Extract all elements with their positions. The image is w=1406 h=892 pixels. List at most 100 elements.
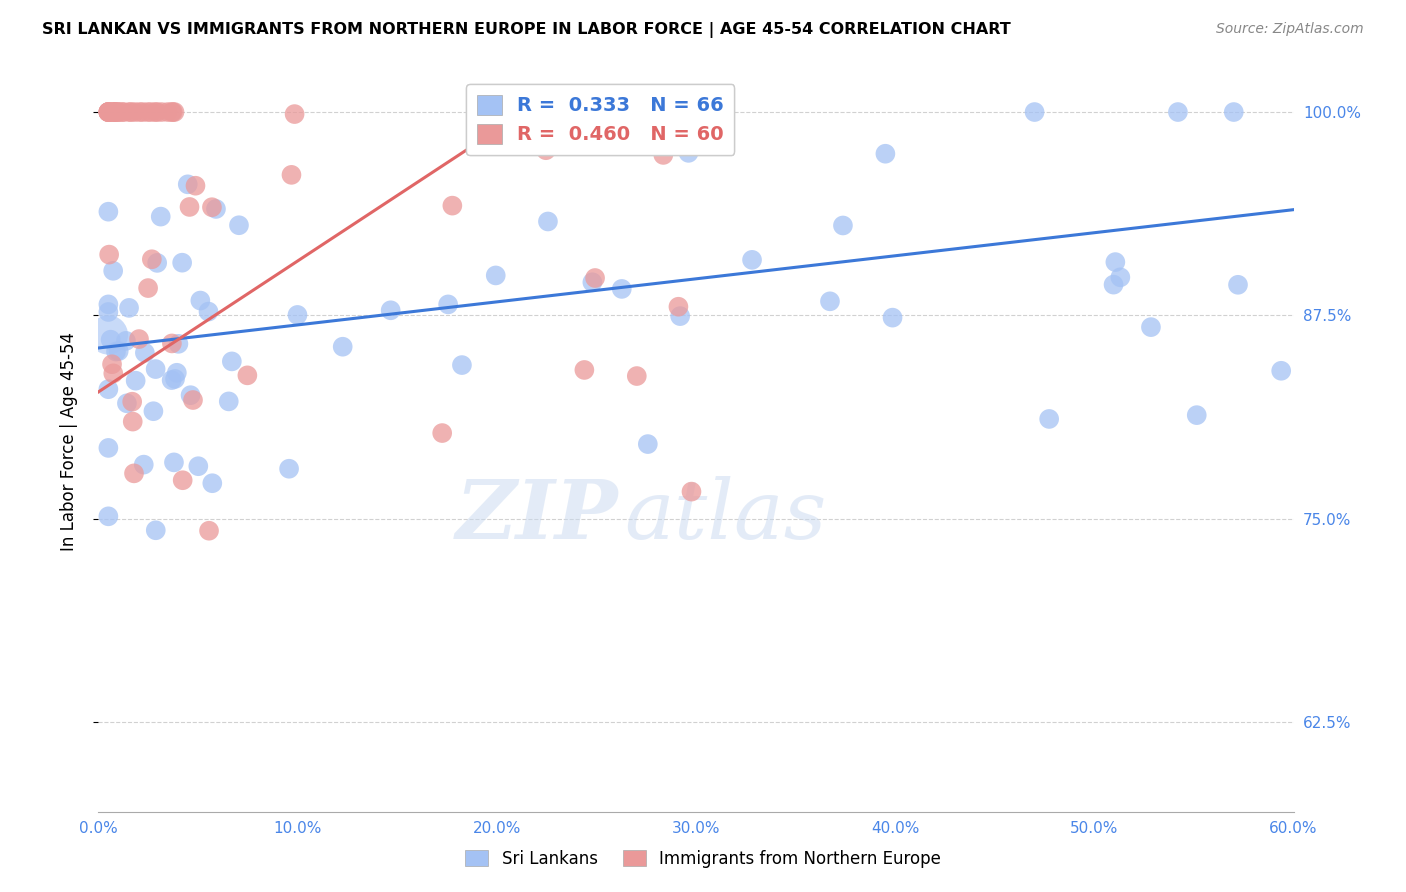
Point <box>181 392 204 407</box>
Point <box>160 373 183 387</box>
Point <box>1109 270 1132 285</box>
Point <box>441 199 464 213</box>
Point <box>280 168 302 182</box>
Point <box>167 336 190 351</box>
Point <box>139 105 162 120</box>
Point <box>1270 364 1292 378</box>
Point <box>97 382 120 396</box>
Point <box>218 394 240 409</box>
Point <box>832 219 855 233</box>
Point <box>97 105 120 120</box>
Point <box>105 105 128 120</box>
Point <box>160 336 183 351</box>
Legend: Sri Lankans, Immigrants from Northern Europe: Sri Lankans, Immigrants from Northern Eu… <box>458 844 948 875</box>
Point <box>145 523 167 537</box>
Point <box>534 143 557 157</box>
Point <box>122 467 145 481</box>
Point <box>101 357 124 371</box>
Point <box>432 425 454 440</box>
Point <box>188 293 211 308</box>
Point <box>97 204 120 219</box>
Point <box>150 105 173 120</box>
Point <box>198 524 221 538</box>
Point <box>1227 277 1250 292</box>
Text: ZIP: ZIP <box>456 475 619 556</box>
Point <box>121 415 143 429</box>
Point <box>111 105 134 120</box>
Point <box>162 105 184 120</box>
Point <box>544 105 567 120</box>
Point <box>537 214 560 228</box>
Point <box>1102 277 1125 292</box>
Point <box>97 105 120 120</box>
Point <box>120 105 142 120</box>
Point <box>124 374 146 388</box>
Point <box>98 247 121 261</box>
Text: Source: ZipAtlas.com: Source: ZipAtlas.com <box>1216 22 1364 37</box>
Point <box>1024 105 1046 120</box>
Point <box>115 334 138 348</box>
Point <box>107 344 129 359</box>
Point <box>100 333 122 347</box>
Point <box>166 366 188 380</box>
Point <box>97 105 120 120</box>
Point <box>180 388 202 402</box>
Point <box>103 105 125 120</box>
Point <box>146 256 169 270</box>
Point <box>118 301 141 315</box>
Point <box>278 461 301 475</box>
Point <box>97 509 120 524</box>
Point <box>103 105 125 120</box>
Point <box>156 105 179 120</box>
Point <box>103 105 125 120</box>
Point <box>201 476 224 491</box>
Text: atlas: atlas <box>624 475 827 556</box>
Point <box>1104 255 1126 269</box>
Point <box>221 354 243 368</box>
Point <box>160 105 183 120</box>
Y-axis label: In Labor Force | Age 45-54: In Labor Force | Age 45-54 <box>59 332 77 551</box>
Point <box>610 282 633 296</box>
Point <box>205 202 228 216</box>
Point <box>197 304 219 318</box>
Point <box>128 105 150 120</box>
Point <box>581 275 603 289</box>
Point <box>485 268 508 283</box>
Point <box>97 441 120 455</box>
Point <box>103 367 125 381</box>
Point <box>136 281 159 295</box>
Point <box>105 344 128 359</box>
Point <box>741 252 763 267</box>
Point <box>179 200 201 214</box>
Point <box>177 178 200 192</box>
Point <box>332 340 354 354</box>
Point <box>134 345 156 359</box>
Point <box>97 105 120 120</box>
Point <box>1167 105 1189 120</box>
Point <box>1038 412 1060 426</box>
Point <box>574 363 596 377</box>
Point <box>121 394 143 409</box>
Point <box>626 369 648 384</box>
Point <box>678 145 700 160</box>
Legend: R =  0.333   N = 66, R =  0.460   N = 60: R = 0.333 N = 66, R = 0.460 N = 60 <box>465 84 734 154</box>
Point <box>1140 320 1163 334</box>
Point <box>97 328 120 343</box>
Point <box>142 404 165 418</box>
Point <box>128 332 150 346</box>
Point <box>652 148 675 162</box>
Point <box>287 308 309 322</box>
Point <box>145 362 167 376</box>
Point <box>172 473 194 487</box>
Point <box>882 310 904 325</box>
Point <box>184 178 207 193</box>
Point <box>131 105 153 120</box>
Point <box>1185 408 1208 422</box>
Point <box>657 105 679 120</box>
Point <box>112 105 135 120</box>
Point <box>101 264 124 278</box>
Point <box>818 294 841 309</box>
Point <box>101 105 124 120</box>
Point <box>494 105 516 120</box>
Point <box>541 126 564 140</box>
